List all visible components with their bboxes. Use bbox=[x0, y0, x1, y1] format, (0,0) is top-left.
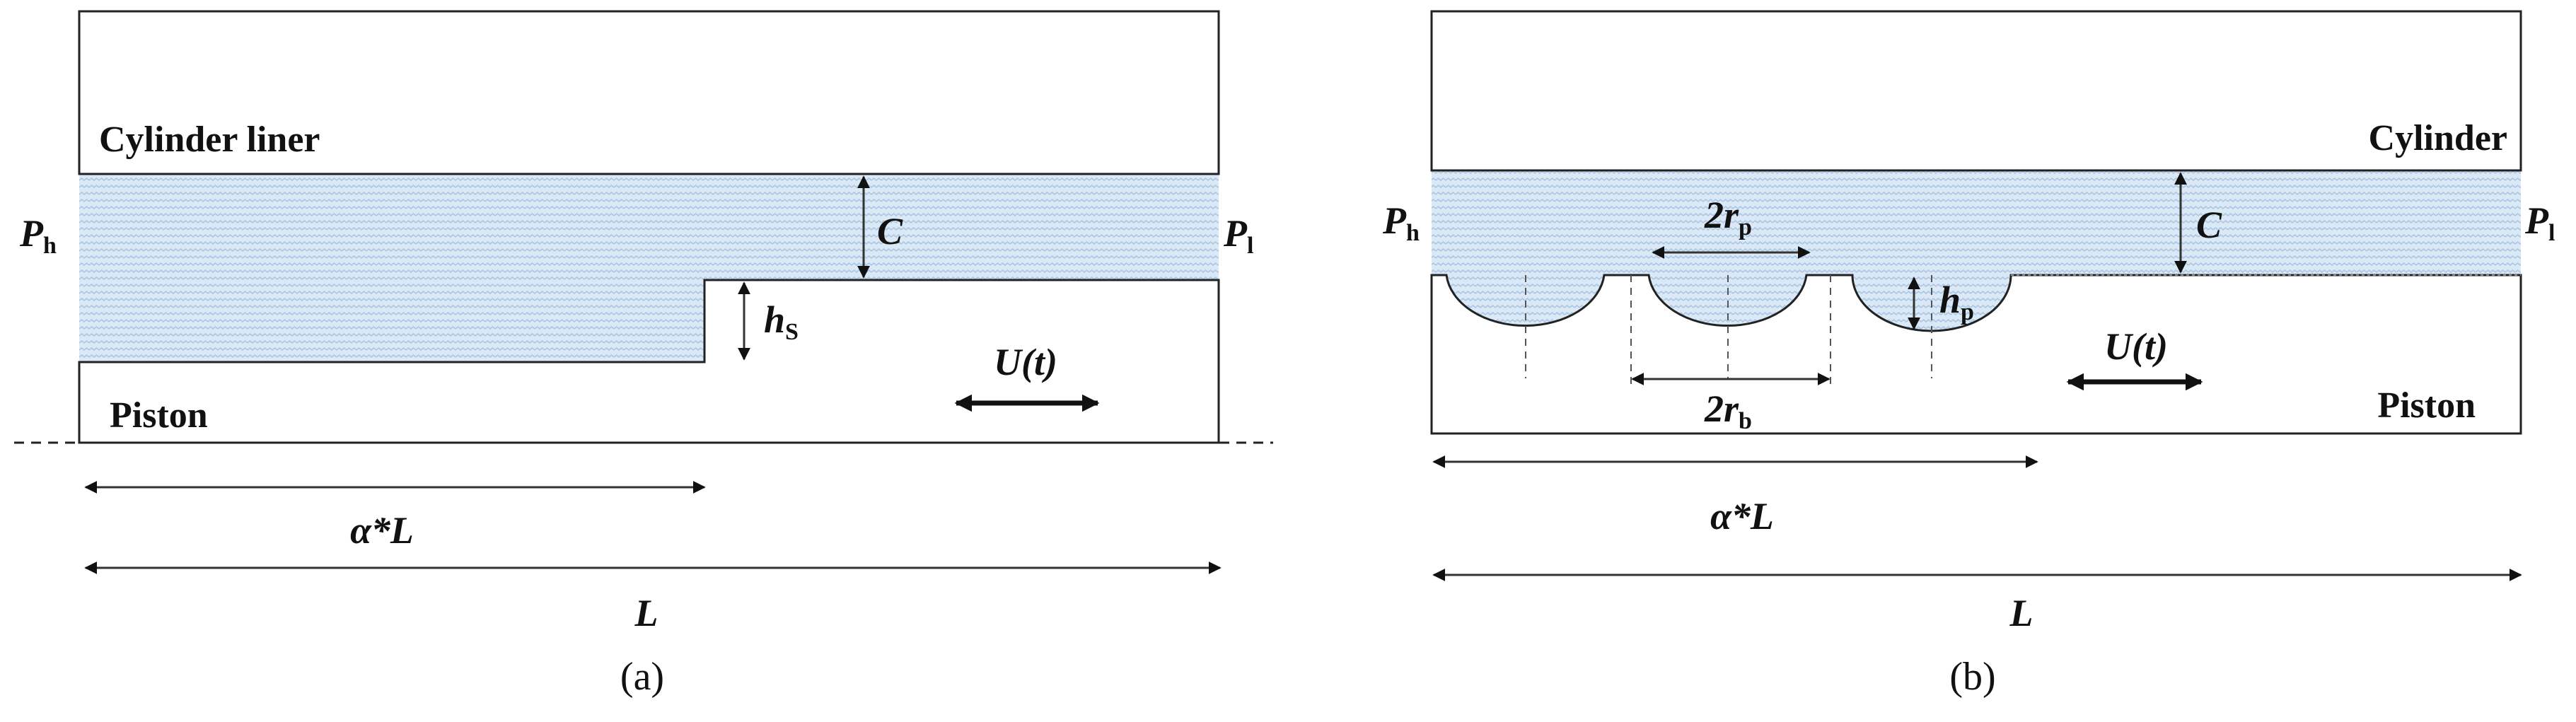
panel-a: Cylinder liner Piston Ph Pl C hS U(t) α*… bbox=[14, 10, 1273, 699]
piston bbox=[78, 279, 1220, 444]
velocity-label: U(t) bbox=[994, 341, 1057, 383]
low-pressure-label: Pl bbox=[1223, 212, 1253, 259]
low-pressure-label: Pl bbox=[2524, 199, 2555, 246]
piston-label: Piston bbox=[110, 395, 208, 436]
dimple-depth-label: hp bbox=[1939, 279, 1974, 325]
alpha-length-label: α*L bbox=[1710, 495, 1774, 537]
alpha-length-label: α*L bbox=[350, 509, 414, 552]
piston-textured-surface bbox=[1432, 274, 2521, 332]
panel-b: Cylinder Piston Ph Pl C 2rp hp 2rb U(t) … bbox=[1382, 10, 2555, 699]
cylinder bbox=[1430, 10, 2522, 172]
caption-a: (a) bbox=[620, 655, 664, 699]
length-label: L bbox=[2009, 592, 2033, 634]
step-height-label: hS bbox=[764, 298, 799, 345]
high-pressure-label: Ph bbox=[19, 212, 57, 259]
fluid-film bbox=[1432, 170, 2521, 331]
piston-label: Piston bbox=[2377, 385, 2476, 426]
length-label: L bbox=[634, 592, 658, 634]
dimple-diameter-label: 2rp bbox=[1704, 194, 1752, 240]
cylinder-label: Cylinder bbox=[2369, 118, 2507, 158]
cylinder-liner-label: Cylinder liner bbox=[99, 120, 320, 160]
cylinder-liner bbox=[78, 10, 1220, 175]
high-pressure-label: Ph bbox=[1382, 199, 1420, 246]
clearance-label: C bbox=[2196, 204, 2222, 246]
clearance-label: C bbox=[877, 210, 903, 252]
velocity-label: U(t) bbox=[2104, 325, 2168, 368]
caption-b: (b) bbox=[1949, 655, 1995, 699]
base-diameter-label: 2rb bbox=[1704, 388, 1752, 434]
fluid-film bbox=[79, 174, 1219, 362]
